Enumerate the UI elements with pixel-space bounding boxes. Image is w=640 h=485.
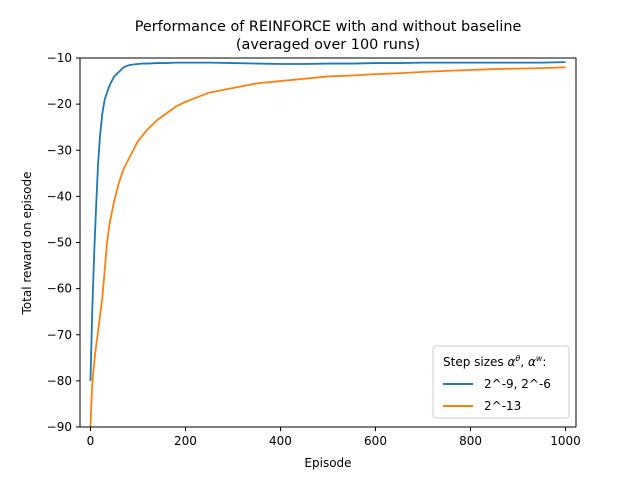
- y-tick-label: −20: [47, 97, 72, 111]
- legend-title-theta: θ: [515, 354, 520, 363]
- series-line-1: [89, 61, 566, 381]
- y-tick-label: −50: [47, 236, 72, 250]
- y-tick-label: −90: [47, 420, 72, 434]
- y-axis-ticks: −90 −80 −70 −60 −50 −40 −30 −20 −10: [47, 51, 80, 434]
- x-tick-label: 800: [459, 434, 482, 448]
- y-tick-label: −60: [47, 282, 72, 296]
- y-axis-label: Total reward on episode: [20, 172, 34, 316]
- legend-title-alpha2: α: [528, 355, 536, 369]
- chart-title-line1: Performance of REINFORCE with and withou…: [135, 19, 522, 35]
- x-tick-label: 400: [269, 434, 292, 448]
- y-tick-label: −10: [47, 51, 72, 65]
- x-tick-label: 200: [174, 434, 197, 448]
- legend-title-comma: ,: [520, 355, 528, 369]
- y-tick-label: −40: [47, 189, 72, 203]
- x-tick-label: 1000: [550, 434, 581, 448]
- legend-box: [432, 345, 570, 419]
- chart-title-line2: (averaged over 100 runs): [236, 37, 420, 53]
- legend-label-series-1: 2^-9, 2^-6: [484, 377, 551, 391]
- series-line-2: [89, 66, 566, 427]
- legend-label-series-2: 2^-13: [484, 399, 521, 413]
- x-axis-ticks: 0 200 400 600 800 1000: [87, 427, 581, 448]
- y-tick-label: −30: [47, 143, 72, 157]
- x-tick-label: 600: [364, 434, 387, 448]
- x-tick-label: 0: [87, 434, 95, 448]
- x-axis-label: Episode: [304, 456, 351, 470]
- legend-title-alpha1: α: [507, 355, 515, 369]
- legend-title: Step sizes αθ, αw:: [443, 354, 546, 369]
- legend: Step sizes αθ, αw: 2^-9, 2^-6 2^-13: [432, 345, 570, 419]
- y-tick-label: −80: [47, 374, 72, 388]
- series-lines: [89, 61, 566, 427]
- legend-title-colon: :: [542, 355, 546, 369]
- chart-title: Performance of REINFORCE with and withou…: [135, 19, 522, 53]
- legend-title-w: w: [536, 354, 543, 363]
- legend-title-prefix: Step sizes: [443, 355, 507, 369]
- y-tick-label: −70: [47, 328, 72, 342]
